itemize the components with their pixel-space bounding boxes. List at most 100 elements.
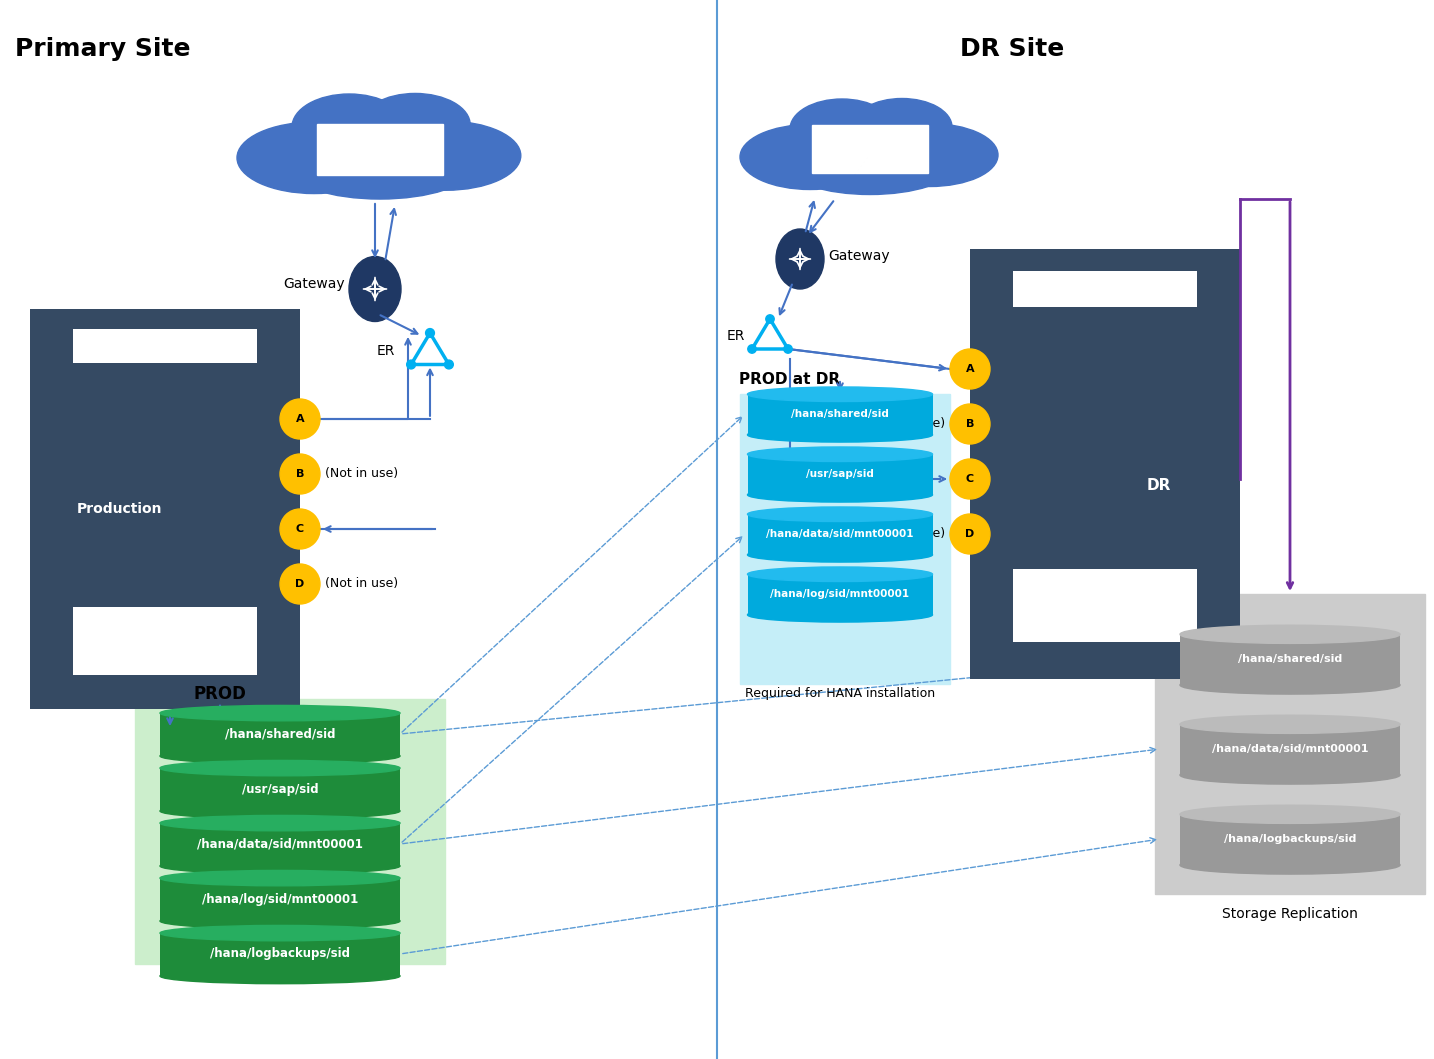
Text: /hana/logbackups/sid: /hana/logbackups/sid — [1223, 834, 1357, 844]
Circle shape — [949, 459, 989, 499]
Text: /hana/log/sid/mnt00001: /hana/log/sid/mnt00001 — [770, 589, 909, 599]
Ellipse shape — [293, 94, 406, 160]
Circle shape — [949, 349, 989, 389]
Text: B: B — [967, 419, 974, 429]
Circle shape — [445, 360, 453, 369]
FancyBboxPatch shape — [969, 249, 1240, 679]
Text: (Not in use): (Not in use) — [872, 417, 945, 431]
Ellipse shape — [270, 108, 490, 191]
Ellipse shape — [161, 968, 400, 984]
Text: B: B — [295, 469, 304, 479]
Text: ER: ER — [377, 344, 394, 358]
Text: Gateway: Gateway — [284, 277, 346, 291]
FancyBboxPatch shape — [73, 641, 257, 675]
Circle shape — [280, 399, 320, 439]
Text: Primary Site: Primary Site — [14, 37, 191, 61]
Ellipse shape — [161, 804, 400, 819]
FancyBboxPatch shape — [317, 124, 443, 175]
FancyBboxPatch shape — [161, 878, 400, 921]
FancyBboxPatch shape — [73, 329, 257, 363]
Ellipse shape — [1180, 676, 1400, 694]
Ellipse shape — [371, 121, 521, 191]
Circle shape — [747, 345, 756, 354]
Text: Storage Replication: Storage Replication — [1222, 907, 1358, 921]
Text: D: D — [295, 579, 304, 589]
Text: /hana/data/sid/mnt00001: /hana/data/sid/mnt00001 — [766, 530, 913, 539]
Ellipse shape — [1180, 625, 1400, 644]
Text: /hana/shared/sid: /hana/shared/sid — [1238, 654, 1342, 664]
Text: /hana/shared/sid: /hana/shared/sid — [792, 409, 889, 419]
Text: DR Site: DR Site — [959, 37, 1064, 61]
FancyBboxPatch shape — [161, 713, 400, 756]
Text: PROD at DR: PROD at DR — [740, 372, 840, 387]
Text: C: C — [295, 524, 304, 534]
FancyBboxPatch shape — [161, 933, 400, 976]
Text: /usr/sap/sid: /usr/sap/sid — [242, 783, 318, 795]
Ellipse shape — [747, 487, 932, 502]
Circle shape — [407, 360, 416, 369]
Ellipse shape — [348, 256, 402, 322]
Circle shape — [949, 403, 989, 444]
Ellipse shape — [740, 125, 880, 190]
Circle shape — [426, 328, 435, 338]
Ellipse shape — [747, 387, 932, 401]
Ellipse shape — [161, 858, 400, 874]
Text: /hana/data/sid/mnt00001: /hana/data/sid/mnt00001 — [1212, 744, 1368, 754]
Text: (Not in use): (Not in use) — [326, 467, 399, 481]
Text: VNET: VNET — [852, 143, 889, 156]
Ellipse shape — [852, 98, 952, 156]
FancyBboxPatch shape — [740, 394, 949, 684]
Text: /hana/data/sid/mnt00001: /hana/data/sid/mnt00001 — [196, 838, 363, 850]
Circle shape — [766, 315, 774, 323]
Ellipse shape — [161, 760, 400, 776]
Ellipse shape — [161, 749, 400, 764]
Ellipse shape — [747, 548, 932, 562]
FancyBboxPatch shape — [747, 454, 932, 495]
Text: (Not in use): (Not in use) — [326, 577, 399, 591]
FancyBboxPatch shape — [73, 607, 257, 641]
Ellipse shape — [161, 705, 400, 721]
FancyBboxPatch shape — [1180, 814, 1400, 865]
Circle shape — [280, 564, 320, 604]
Text: DR: DR — [1147, 478, 1172, 493]
Ellipse shape — [747, 567, 932, 581]
FancyBboxPatch shape — [812, 125, 928, 173]
FancyBboxPatch shape — [161, 823, 400, 866]
Circle shape — [280, 454, 320, 493]
Ellipse shape — [747, 608, 932, 622]
Ellipse shape — [776, 229, 825, 289]
FancyBboxPatch shape — [1154, 594, 1425, 894]
Ellipse shape — [747, 507, 932, 521]
Text: /hana/shared/sid: /hana/shared/sid — [225, 728, 336, 740]
FancyBboxPatch shape — [1014, 270, 1197, 307]
Ellipse shape — [1180, 805, 1400, 824]
Text: VNET: VNET — [361, 143, 399, 156]
Ellipse shape — [161, 926, 400, 940]
Text: A: A — [295, 414, 304, 424]
Text: /usr/sap/sid: /usr/sap/sid — [806, 469, 873, 479]
Text: (Not in use): (Not in use) — [872, 527, 945, 540]
Text: /hana/logbackups/sid: /hana/logbackups/sid — [209, 948, 350, 961]
Ellipse shape — [1180, 856, 1400, 874]
FancyBboxPatch shape — [747, 394, 932, 435]
FancyBboxPatch shape — [1180, 634, 1400, 685]
Text: Required for HANA installation: Required for HANA installation — [744, 687, 935, 700]
Ellipse shape — [237, 122, 391, 194]
Text: C: C — [967, 474, 974, 484]
Text: D: D — [965, 530, 975, 539]
Text: A: A — [965, 364, 974, 374]
FancyBboxPatch shape — [1180, 724, 1400, 775]
Circle shape — [280, 509, 320, 549]
Ellipse shape — [747, 447, 932, 462]
Ellipse shape — [290, 139, 470, 199]
Ellipse shape — [161, 913, 400, 929]
Ellipse shape — [360, 93, 470, 156]
Text: PROD: PROD — [194, 685, 247, 703]
Text: /hana/log/sid/mnt00001: /hana/log/sid/mnt00001 — [202, 893, 358, 905]
Ellipse shape — [770, 111, 969, 186]
Ellipse shape — [1180, 715, 1400, 734]
Ellipse shape — [1180, 766, 1400, 784]
Ellipse shape — [862, 124, 998, 186]
Ellipse shape — [161, 815, 400, 831]
Text: Production: Production — [76, 502, 162, 516]
